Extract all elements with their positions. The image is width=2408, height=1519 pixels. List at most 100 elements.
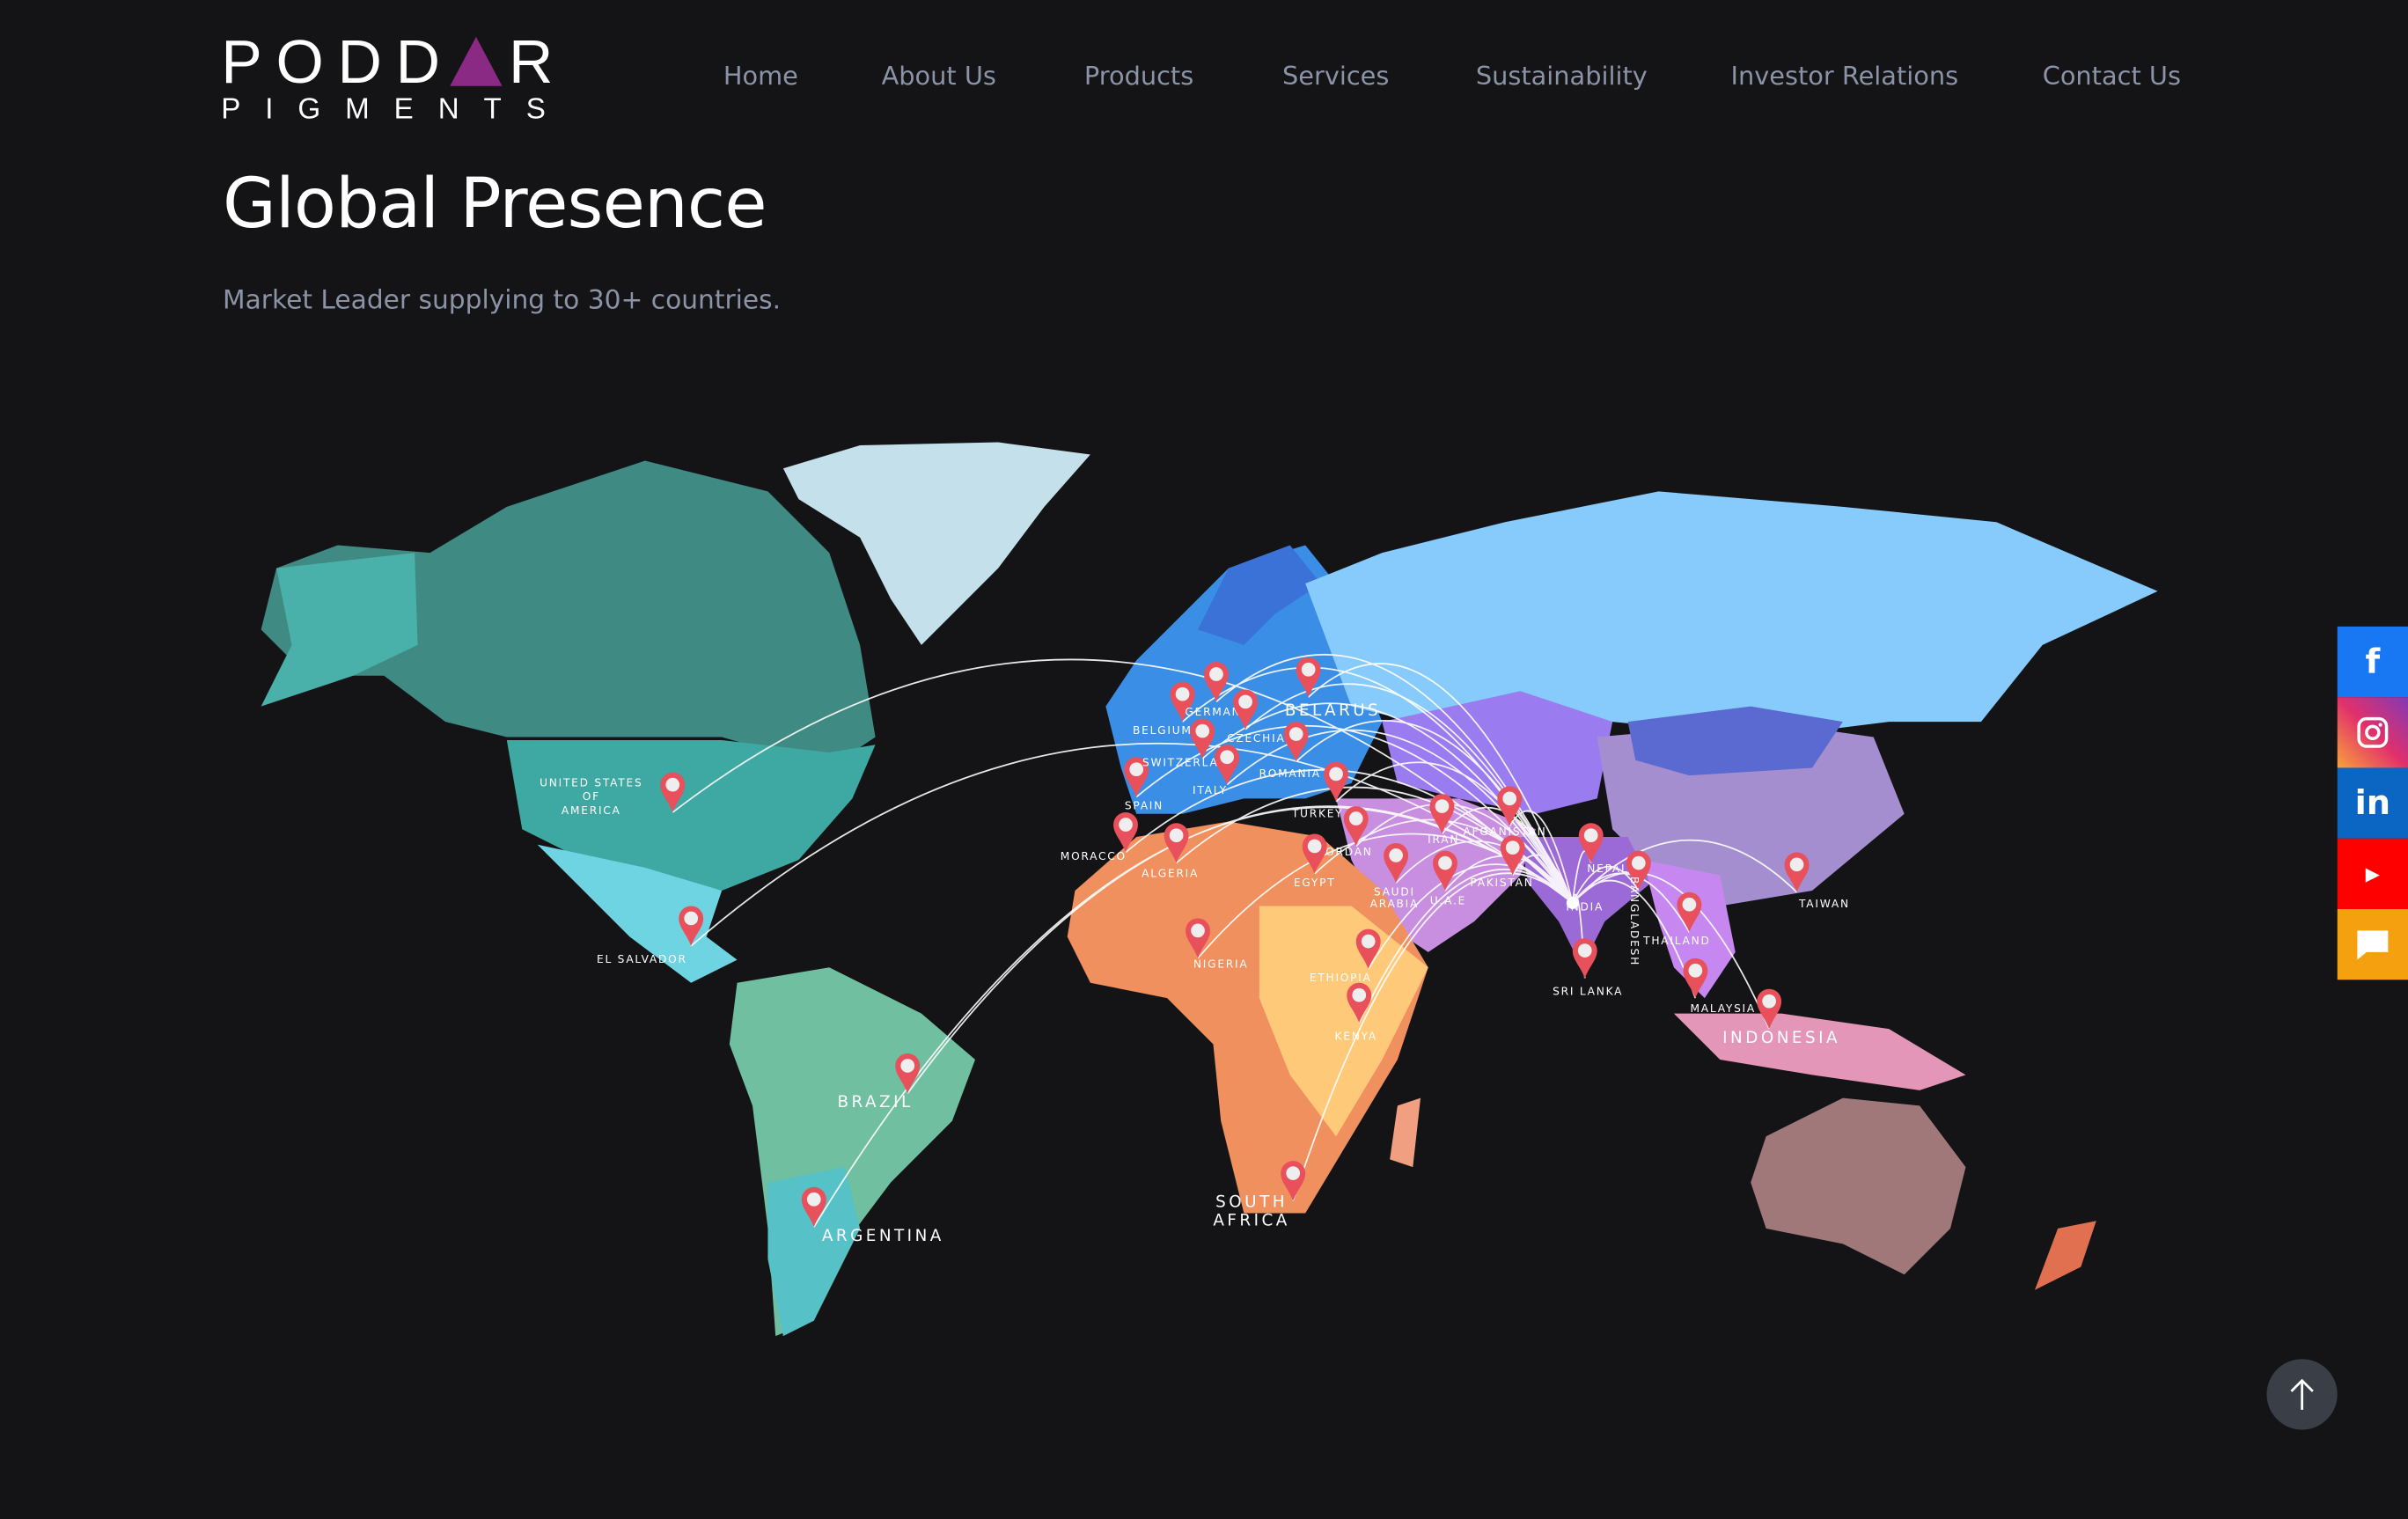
country-pin[interactable] <box>1432 850 1457 892</box>
page-title: Global Presence <box>223 162 767 245</box>
country-pin[interactable] <box>1757 988 1782 1030</box>
pin-dot <box>1307 839 1322 854</box>
pin-dot <box>1195 723 1210 738</box>
pin-dot <box>1762 994 1776 1009</box>
scroll-to-top-button[interactable] <box>2266 1359 2338 1430</box>
logo[interactable]: PODDAR PIGMENTS <box>221 33 570 126</box>
country-label: SRI LANKA <box>1553 986 1623 998</box>
country-label: INDONESIA <box>1722 1029 1840 1047</box>
route-arc <box>813 806 1574 1228</box>
country-pin[interactable] <box>1324 761 1349 802</box>
nav-about-us[interactable]: About Us <box>881 61 996 91</box>
indonesia <box>1673 1013 1966 1090</box>
country-label: BELGIUM <box>1133 724 1193 737</box>
country-label: MORACCO <box>1061 850 1127 862</box>
instagram-icon[interactable] <box>2337 697 2408 768</box>
country-label: EL SALVADOR <box>597 953 687 965</box>
nav-services[interactable]: Services <box>1281 61 1390 91</box>
nav-sustainability[interactable]: Sustainability <box>1475 61 1648 91</box>
argentina <box>767 1167 861 1337</box>
country-label: ARGENTINA <box>822 1227 944 1245</box>
usa <box>506 740 876 892</box>
country-pin[interactable] <box>1113 812 1138 853</box>
country-pin[interactable] <box>1500 835 1525 876</box>
pin-dot <box>1789 857 1804 872</box>
nav-products[interactable]: Products <box>1083 61 1194 91</box>
country-pin[interactable] <box>1164 823 1189 863</box>
country-pin[interactable] <box>1190 718 1215 759</box>
route-arc <box>672 658 1574 904</box>
pin-dot <box>1209 667 1223 681</box>
country-pin[interactable] <box>1347 982 1372 1024</box>
east-africa <box>1259 906 1428 1137</box>
country-pin[interactable] <box>1572 938 1597 979</box>
pin-dot <box>1119 818 1133 832</box>
country-label: ROMANIA <box>1259 767 1321 780</box>
country-pin[interactable] <box>1170 681 1195 723</box>
country-pin[interactable] <box>1204 662 1229 702</box>
route-arc <box>1226 729 1574 904</box>
route-arc <box>1308 663 1574 904</box>
pyramid-logo-mark <box>448 33 504 92</box>
pin-dot <box>1329 767 1343 782</box>
pin-dot <box>1502 791 1517 806</box>
logo-text-line2: PIGMENTS <box>221 93 570 127</box>
nav-home[interactable]: Home <box>723 61 798 91</box>
nav-contact-us[interactable]: Contact Us <box>2042 61 2181 91</box>
country-label: TURKEY <box>1291 807 1344 819</box>
country-pin[interactable] <box>801 1186 826 1228</box>
route-arc <box>1244 683 1574 904</box>
route-arc <box>1572 839 1798 904</box>
country-pin[interactable] <box>1281 1161 1306 1201</box>
country-label: SPAIN <box>1125 800 1164 812</box>
linkedin-icon[interactable]: in <box>2337 767 2408 839</box>
mongolia <box>1627 706 1843 776</box>
country-pin[interactable] <box>1343 806 1369 847</box>
country-pin[interactable] <box>1384 842 1409 884</box>
country-pin[interactable] <box>895 1053 921 1094</box>
country-label: AFGANISTAN <box>1463 826 1546 838</box>
country-label: MALAYSIA <box>1691 1002 1756 1015</box>
country-pin[interactable] <box>679 906 704 946</box>
hub-point <box>1566 897 1579 909</box>
country-pin[interactable] <box>1302 833 1327 874</box>
country-pin[interactable] <box>1578 823 1604 863</box>
trade-routes <box>672 653 1798 1228</box>
pin-dot <box>1631 855 1646 870</box>
youtube-icon[interactable]: ▶ <box>2337 838 2408 909</box>
country-pin[interactable] <box>1355 928 1381 970</box>
country-pin[interactable] <box>1497 786 1523 826</box>
country-pin[interactable] <box>1683 958 1708 999</box>
country-label: NIGERIA <box>1193 958 1249 970</box>
russia <box>1305 491 2158 737</box>
social-bar: f in ▶ <box>2337 626 2408 980</box>
pin-dot <box>1169 828 1184 843</box>
country-pin[interactable] <box>660 772 686 813</box>
facebook-icon[interactable]: f <box>2337 626 2408 698</box>
country-pin[interactable] <box>1186 918 1210 958</box>
country-pin[interactable] <box>1296 657 1321 698</box>
pin-dot <box>1286 1166 1301 1180</box>
route-arc <box>1355 804 1574 904</box>
canada <box>261 460 876 768</box>
country-pin[interactable] <box>1283 722 1309 762</box>
route-arc <box>1571 865 1640 904</box>
chat-icon[interactable] <box>2337 908 2408 980</box>
country-pin[interactable] <box>1233 689 1259 730</box>
greenland <box>782 442 1090 645</box>
country-pin[interactable] <box>1124 757 1149 797</box>
country-pin[interactable] <box>1429 794 1455 834</box>
country-label: U.A.E <box>1430 895 1466 907</box>
route-arc <box>1509 810 1574 904</box>
route-arc <box>1135 724 1574 904</box>
route-arc <box>1292 872 1574 1201</box>
pin-dot <box>1238 694 1252 709</box>
nav-investor-relations[interactable]: Investor Relations <box>1730 61 1959 91</box>
country-pin[interactable] <box>1626 850 1651 892</box>
pin-dot <box>1301 662 1316 677</box>
country-pin[interactable] <box>1677 892 1702 933</box>
country-pin[interactable] <box>1784 852 1810 892</box>
country-pin[interactable] <box>1215 745 1240 785</box>
